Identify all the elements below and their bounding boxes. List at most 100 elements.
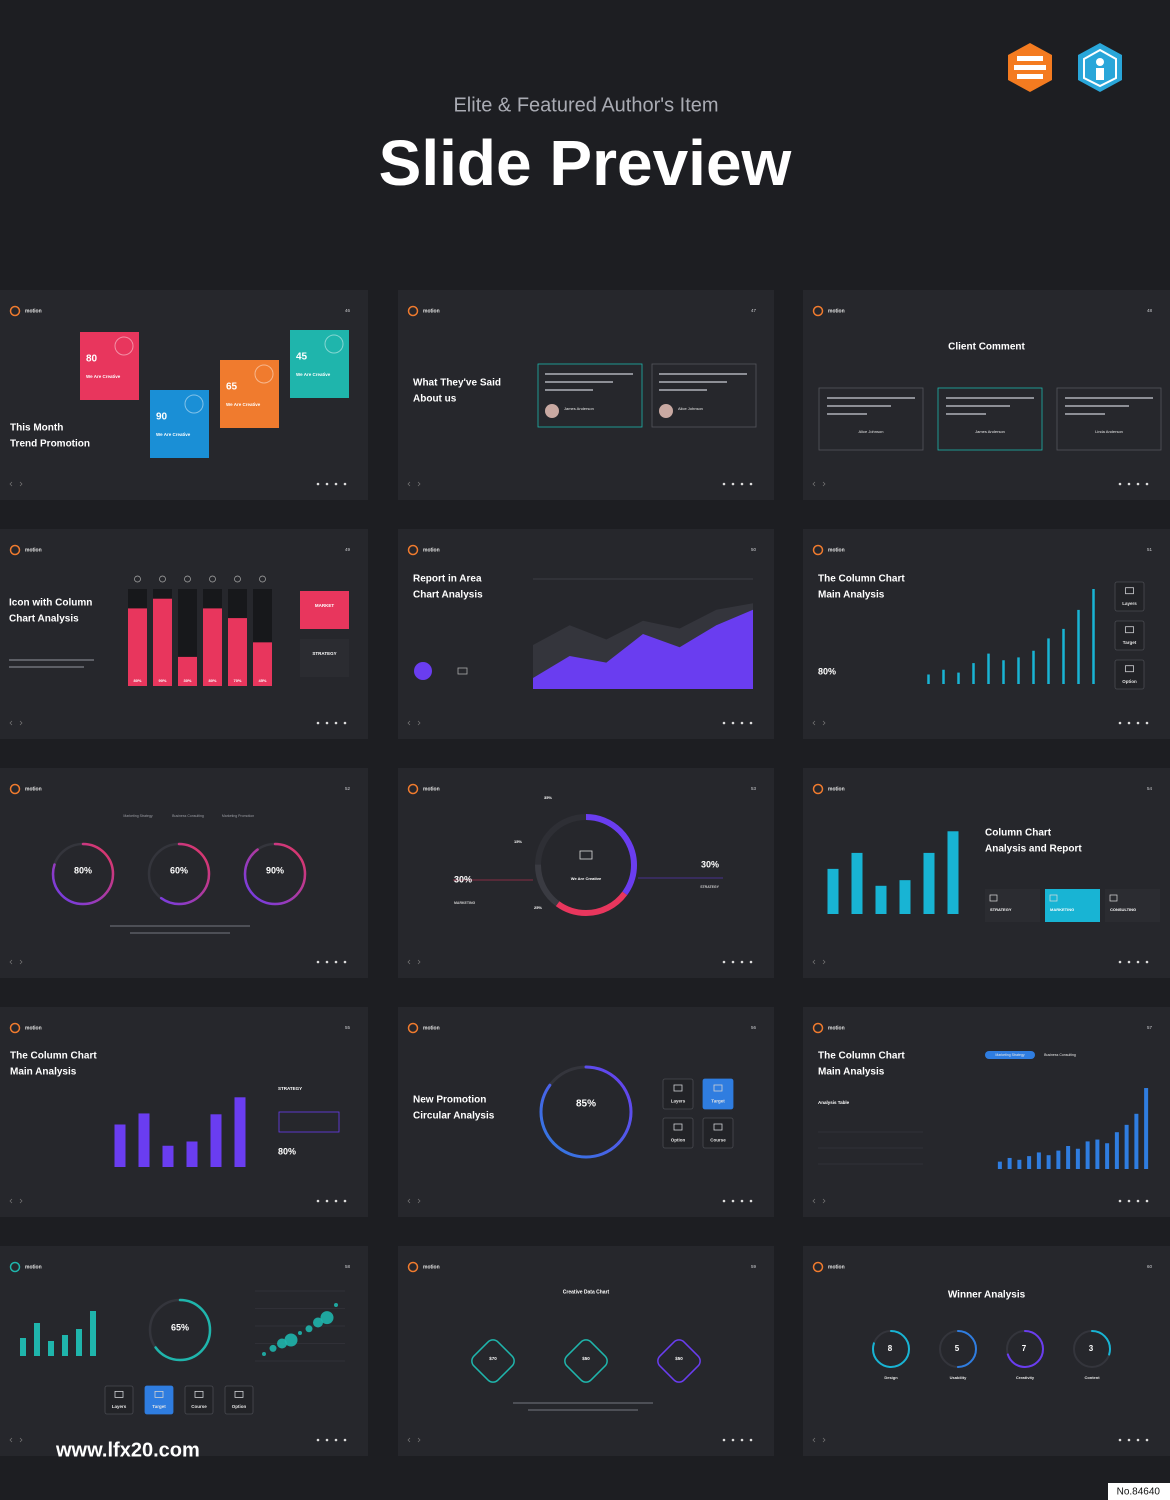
bar-icon (259, 575, 266, 583)
quote-box (651, 363, 757, 428)
bar (186, 1141, 198, 1167)
logo (407, 544, 419, 556)
brand: motion (828, 1264, 845, 1270)
quote-box (1056, 387, 1162, 451)
logo (9, 783, 21, 795)
slide-number: 57 (1147, 1025, 1153, 1030)
name: James Anderson (975, 429, 1005, 434)
quote-line (545, 373, 633, 375)
text-line (513, 1402, 653, 1404)
box (1105, 889, 1160, 922)
slide-bg (0, 1246, 368, 1456)
box-label: MARKETING (1050, 907, 1074, 912)
bar-icon (184, 575, 191, 583)
slide-title: Main Analysis (818, 1067, 885, 1078)
quote-box (937, 387, 1043, 451)
slide-bg (803, 529, 1170, 739)
bar (1066, 1146, 1071, 1169)
bar (1095, 1139, 1100, 1169)
nav-dot (1127, 1438, 1131, 1442)
bar (138, 1113, 150, 1167)
nav-arrows (407, 481, 421, 487)
bar (1105, 1143, 1110, 1169)
slide: motion 50 Report in Area Chart Analysis (398, 529, 774, 739)
slide-number: 46 (345, 308, 351, 313)
logo (9, 544, 21, 556)
icon-dot (414, 662, 432, 680)
stat: 80% (818, 666, 836, 676)
nav-dot (722, 482, 726, 486)
bar-label: 90% (158, 678, 166, 683)
bar-label: 70% (233, 678, 241, 683)
nav-dot (343, 482, 347, 486)
bar-label: 30% (183, 678, 191, 683)
nav-dot (1145, 1199, 1149, 1203)
slide-bg (803, 1246, 1170, 1456)
nav-arrows (407, 959, 421, 965)
box-label: STRATEGY (312, 651, 336, 656)
nav-arrows (9, 959, 23, 965)
quote-line (946, 413, 986, 415)
brand: motion (423, 1264, 440, 1270)
brand: motion (25, 786, 42, 792)
bar (62, 1335, 68, 1356)
slide-title: This Month (10, 423, 63, 434)
slide-title: Main Analysis (10, 1067, 77, 1078)
tab: Marketing Strategy (995, 1053, 1025, 1057)
bar (1062, 628, 1065, 684)
bar-icon (234, 575, 241, 583)
icon (1125, 665, 1134, 673)
slide: motion 53 35% 25% 15% We Are Creative 30% MARKE… (398, 768, 774, 978)
card (80, 332, 139, 400)
ring-name: Content (1084, 1375, 1100, 1380)
icon-box (224, 1385, 254, 1415)
point (262, 1352, 266, 1356)
card (290, 330, 349, 398)
card-label: We Are Creative (86, 374, 121, 379)
slide-number: 48 (1147, 308, 1153, 313)
nav-dot (722, 721, 726, 725)
nav-dot (1145, 721, 1149, 725)
icon (673, 1123, 683, 1131)
slide-title: The Column Chart (818, 1051, 905, 1062)
bar (1036, 1152, 1041, 1169)
icon-box (702, 1078, 734, 1110)
text-line (9, 666, 84, 668)
tab: Business Consulting (1044, 1053, 1076, 1057)
slide-number: 47 (751, 308, 757, 313)
name: Alice Johnson (678, 406, 703, 411)
brand: motion (25, 1025, 42, 1031)
nav-dot (325, 1438, 329, 1442)
bar (210, 1114, 222, 1167)
bar (1085, 1141, 1090, 1169)
slide-bg (803, 290, 1170, 500)
quote-box (818, 387, 924, 451)
ring-arc (243, 842, 307, 906)
bar (1047, 638, 1050, 684)
nav-dot (1136, 1438, 1140, 1442)
brand: motion (423, 786, 440, 792)
nav-dot (731, 482, 735, 486)
bar-icon (159, 575, 166, 583)
point (305, 1325, 313, 1333)
badge-orange (1008, 43, 1052, 92)
logo (407, 1261, 419, 1273)
box (300, 639, 349, 677)
nav-dot (749, 721, 753, 725)
text-line (9, 659, 94, 661)
nav-dot (343, 960, 347, 964)
stat: 80% (278, 1146, 296, 1156)
icon-label: Option (671, 1138, 686, 1143)
bar (942, 669, 945, 684)
icon (1125, 587, 1134, 595)
slide-title: Report in Area (413, 574, 482, 585)
bar-label: 45% (258, 678, 266, 683)
name: Alice Johnson (859, 429, 884, 434)
diamond-label: $50 (582, 1356, 590, 1361)
slide: motion 52 Marketing Strategy Business Consu… (0, 768, 368, 978)
icon-label: Option (1122, 679, 1137, 684)
nav-arrows (407, 720, 421, 726)
slide-title: Main Analysis (818, 590, 885, 601)
bar (1077, 609, 1080, 684)
icon (234, 1390, 244, 1398)
